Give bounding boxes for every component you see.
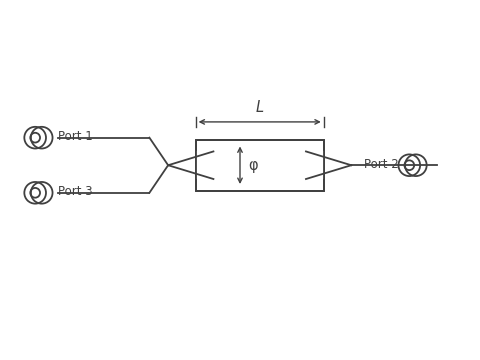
Bar [196,140,324,191]
Text: Port 1: Port 1 [58,130,93,143]
Text: Port 3: Port 3 [58,185,93,198]
Polygon shape [306,152,324,179]
Text: φ: φ [248,158,257,173]
Bar [196,140,324,191]
Polygon shape [196,152,214,179]
Text: L: L [256,100,264,115]
Text: Port 2: Port 2 [364,158,398,171]
